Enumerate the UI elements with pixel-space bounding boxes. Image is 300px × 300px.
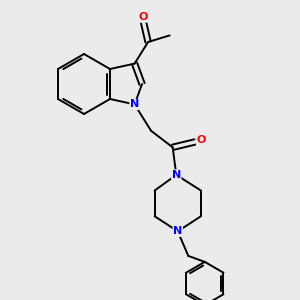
Text: O: O — [196, 135, 206, 146]
Text: N: N — [172, 170, 181, 180]
Text: N: N — [130, 99, 139, 110]
Text: N: N — [173, 226, 182, 236]
Text: O: O — [139, 12, 148, 22]
